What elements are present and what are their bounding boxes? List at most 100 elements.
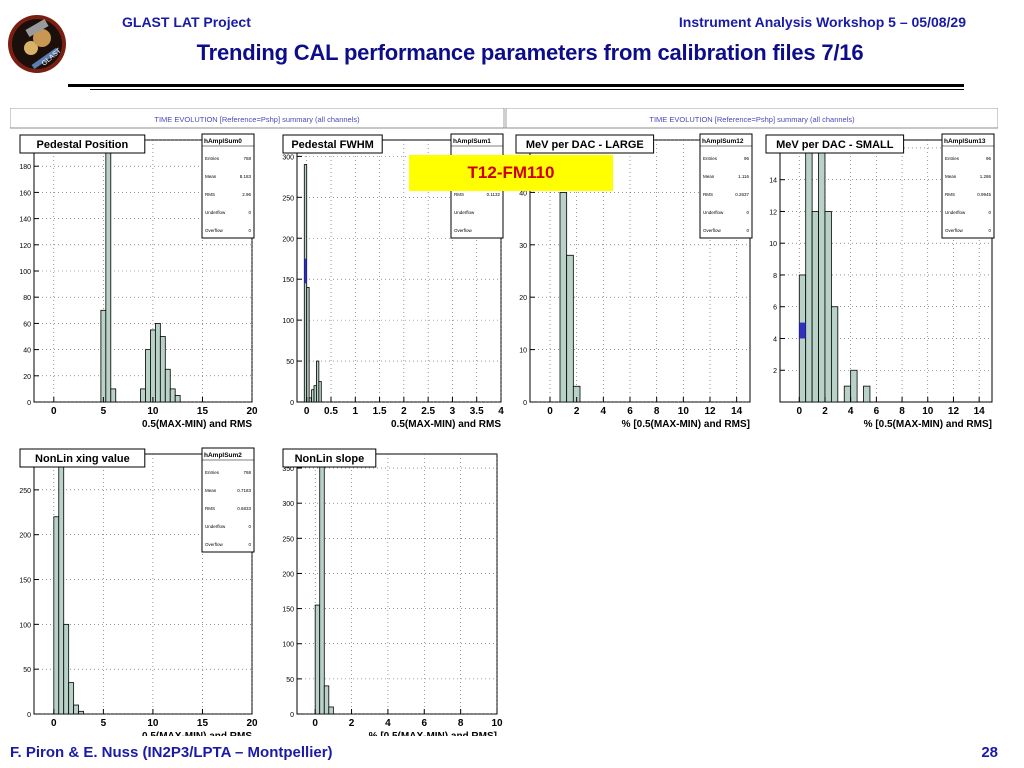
y-tick-label: 0 xyxy=(290,712,294,719)
histogram-bar xyxy=(58,453,65,715)
x-tick-label: 4 xyxy=(385,718,391,729)
y-tick-label: 180 xyxy=(19,164,31,171)
stats-box-name: hAmplSum12 xyxy=(702,138,744,145)
y-tick-label: 300 xyxy=(282,154,294,161)
plot-title-box xyxy=(282,448,377,468)
x-tick-label: 8 xyxy=(899,406,905,417)
x-tick-label: 2 xyxy=(822,406,828,417)
stats-value: 768 xyxy=(243,470,251,475)
plot-title-box xyxy=(19,134,146,154)
x-tick-label: 5 xyxy=(101,406,107,417)
y-tick-label: 40 xyxy=(23,348,31,355)
y-tick-label: 160 xyxy=(19,190,31,197)
y-tick-label: 120 xyxy=(19,243,31,250)
stats-label: Entries xyxy=(703,156,718,161)
plot-canvas: TIME EVOLUTION [Reference=Pshp] summary … xyxy=(9,107,999,742)
histogram-bar xyxy=(566,254,574,403)
project-name: GLAST LAT Project xyxy=(122,14,251,30)
histogram-bar xyxy=(824,211,832,403)
y-tick-label: 150 xyxy=(282,607,294,614)
y-tick-label: 250 xyxy=(19,488,31,495)
x-tick-label: 8 xyxy=(654,406,660,417)
x-tick-label: 2 xyxy=(349,718,355,729)
stats-value: 0.9945 xyxy=(977,192,991,197)
y-tick-label: 150 xyxy=(19,578,31,585)
y-tick-label: 0 xyxy=(523,400,527,407)
stats-label: Overflow xyxy=(945,228,964,233)
stats-value: 0 xyxy=(248,524,251,529)
x-tick-label: 20 xyxy=(246,718,258,729)
x-tick-label: 10 xyxy=(922,406,934,417)
stats-label: Mean xyxy=(945,174,957,179)
stats-box xyxy=(201,447,255,553)
x-tick-label: 4 xyxy=(848,406,854,417)
stats-box-name: hAmplSum1 xyxy=(453,138,491,145)
x-axis-label: 0.5(MAX-MIN) and RMS xyxy=(391,419,501,430)
stats-value: 0.7183 xyxy=(237,488,251,493)
stats-value: 0.2637 xyxy=(735,192,749,197)
histogram-panels: TIME EVOLUTION [Reference=Pshp] summary … xyxy=(9,107,999,742)
footer-authors: F. Piron & E. Nuss (IN2P3/LPTA – Montpel… xyxy=(10,744,333,761)
y-tick-label: 250 xyxy=(282,536,294,543)
stats-label: Underflow xyxy=(205,210,226,215)
histogram-bar xyxy=(559,192,568,403)
y-tick-label: 8 xyxy=(773,273,777,280)
histogram-bar xyxy=(843,385,852,403)
histogram-bar xyxy=(174,395,181,403)
stats-label: Overflow xyxy=(703,228,722,233)
histogram-bar xyxy=(323,685,330,715)
stats-value: 1.286 xyxy=(980,174,992,179)
plot-title: MeV per DAC - LARGE xyxy=(526,139,644,151)
x-tick-label: 14 xyxy=(731,406,743,417)
y-tick-label: 100 xyxy=(19,622,31,629)
x-tick-label: 4 xyxy=(498,406,504,417)
histogram-bar xyxy=(318,381,322,403)
y-tick-label: 10 xyxy=(769,241,777,248)
histogram-bar xyxy=(154,322,161,403)
plot-title-box xyxy=(765,134,905,154)
stats-label: Overflow xyxy=(205,542,224,547)
x-tick-label: 0.5 xyxy=(324,406,338,417)
y-tick-label: 10 xyxy=(519,348,527,355)
y-tick-label: 140 xyxy=(19,217,31,224)
histogram-bar xyxy=(805,139,813,403)
stats-label: RMS xyxy=(205,192,215,197)
x-tick-label: 12 xyxy=(948,406,960,417)
stats-label: Mean xyxy=(703,174,715,179)
histogram-bar xyxy=(63,623,70,715)
stats-label: Underflow xyxy=(703,210,724,215)
y-tick-label: 14 xyxy=(769,178,777,185)
y-tick-label: 40 xyxy=(519,190,527,197)
stats-value: 96 xyxy=(986,156,992,161)
stats-value: 0 xyxy=(988,228,991,233)
y-tick-label: 12 xyxy=(769,209,777,216)
module-callout: T12-FM110 xyxy=(409,155,613,191)
x-tick-label: 10 xyxy=(678,406,690,417)
y-tick-label: 200 xyxy=(282,571,294,578)
stats-label: Entries xyxy=(205,470,220,475)
stats-label: RMS xyxy=(703,192,713,197)
stats-value: 0 xyxy=(746,228,749,233)
y-tick-label: 2 xyxy=(773,368,777,375)
x-tick-label: 15 xyxy=(197,718,209,729)
y-tick-label: 350 xyxy=(282,466,294,473)
x-tick-label: 10 xyxy=(491,718,503,729)
histogram-bar xyxy=(830,306,839,403)
x-tick-label: 3 xyxy=(450,406,456,417)
x-tick-label: 12 xyxy=(704,406,716,417)
plot-title: MeV per DAC - SMALL xyxy=(776,139,894,151)
histogram-bar xyxy=(53,516,60,715)
highlight-bar xyxy=(304,258,307,284)
stats-value: 0.1132 xyxy=(487,192,501,197)
stats-value: 2.96 xyxy=(242,192,251,197)
x-axis-label: % [0.5(MAX-MIN) and RMS] xyxy=(369,731,497,736)
plot-title-box xyxy=(515,134,655,154)
stats-value: 0 xyxy=(988,210,991,215)
x-tick-label: 2.5 xyxy=(421,406,435,417)
y-tick-label: 4 xyxy=(773,336,777,343)
histogram-bar xyxy=(314,604,321,715)
histogram-bar xyxy=(328,706,334,715)
y-tick-label: 100 xyxy=(19,269,31,276)
y-tick-label: 200 xyxy=(282,236,294,243)
stats-value: 1.116 xyxy=(738,174,749,179)
